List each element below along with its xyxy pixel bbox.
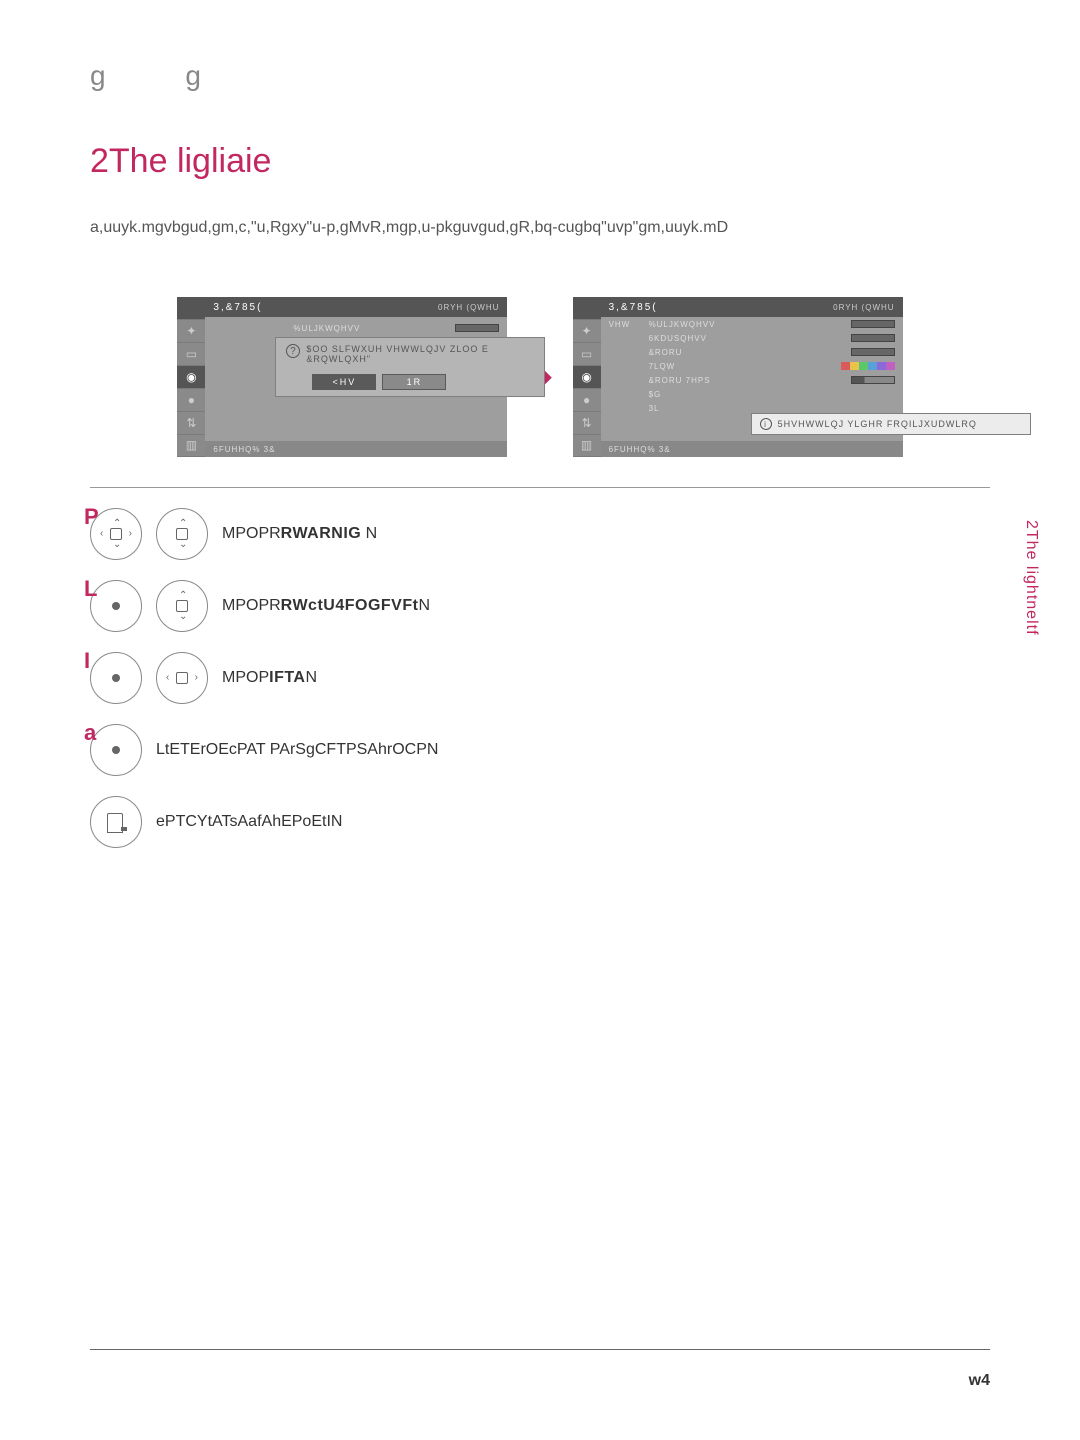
- remote-button: ⌃⌄: [156, 580, 208, 632]
- osd-row: 7LQW: [601, 359, 903, 373]
- osd-row-label: &RORU 7HPS: [649, 376, 749, 385]
- osd-row-label: &RORU: [649, 348, 749, 357]
- slider-bar: [851, 320, 895, 328]
- tint-swatches: [841, 362, 895, 370]
- slider-bar: [851, 348, 895, 356]
- step-row: I‹›MPOPIFTAN: [90, 652, 990, 704]
- section-divider: [90, 487, 990, 488]
- slider-bar: [851, 334, 895, 342]
- top-marker: g g: [90, 60, 990, 92]
- osd-title: 3,&785(: [213, 302, 262, 313]
- dialog-buttons: <HV 1R: [312, 374, 534, 390]
- osd-row: &RORU 7HPS: [601, 373, 903, 387]
- osd-row: 6KDUSQHVV: [601, 331, 903, 345]
- osd-row-label: %ULJKWQHVV: [649, 320, 749, 329]
- osd-row: &RORU: [601, 345, 903, 359]
- sidebar-icon: ◉: [573, 366, 601, 389]
- remote-button: ⌃⌄: [156, 508, 208, 560]
- side-tab-label: 2The lightneltf: [1022, 520, 1040, 636]
- step-text: MPOPRRWctU4FOGFVFtN: [222, 597, 430, 615]
- osd-row: $G: [601, 387, 903, 401]
- osd-title: 3,&785(: [609, 302, 658, 313]
- sidebar-icon: ▥: [177, 435, 205, 458]
- screen-left: ✦ ▭ ◉ ● ⇅ ▥ 3,&785( 0RYH (QWHU %ULJKWQHV…: [177, 297, 507, 457]
- remote-button: ‹›: [156, 652, 208, 704]
- osd-row-label: %ULJKWQHVV: [293, 324, 393, 333]
- remote-button: [90, 580, 142, 632]
- dialog-message: ? $OO SLFWXUH VHWWLQJV ZLOO E &RQWLQXH": [286, 344, 534, 364]
- page-number: w4: [969, 1372, 990, 1390]
- sidebar-icon: ⇅: [573, 412, 601, 435]
- osd-hint: 0RYH (QWHU: [438, 303, 499, 312]
- remote-button: [90, 724, 142, 776]
- sidebar-tab: [177, 297, 205, 320]
- slider-bar: [851, 376, 895, 384]
- menu-sidebar: ✦ ▭ ◉ ● ⇅ ▥: [177, 297, 205, 457]
- sidebar-icon: ▭: [573, 343, 601, 366]
- step-text: ePTCYtATsAafAhEPoEtIN: [156, 813, 342, 831]
- sidebar-icon: ⇅: [177, 412, 205, 435]
- info-icon: i: [760, 418, 772, 430]
- step-text: MPOPRRWARNIG N: [222, 525, 377, 543]
- osd-header: 3,&785( 0RYH (QWHU: [601, 297, 903, 317]
- menu-sidebar: ✦ ▭ ◉ ● ⇅ ▥: [573, 297, 601, 457]
- slider-bar: [455, 324, 499, 332]
- confirm-dialog: ? $OO SLFWXUH VHWWLQJV ZLOO E &RQWLQXH" …: [275, 337, 545, 397]
- tooltip-text: 5HVHWWLQJ YLGHR FRQILJXUDWLRQ: [778, 419, 977, 429]
- screen-body: 3,&785( 0RYH (QWHU %ULJKWQHVV ? $OO SLFW…: [205, 297, 507, 457]
- sidebar-icon: ●: [573, 389, 601, 412]
- sidebar-icon: ✦: [177, 320, 205, 343]
- osd-row-label: 3L: [649, 404, 749, 413]
- osd-row: %ULJKWQHVV: [205, 321, 507, 335]
- screenshot-row: ✦ ▭ ◉ ● ⇅ ▥ 3,&785( 0RYH (QWHU %ULJKWQHV…: [90, 297, 990, 457]
- step-text: MPOPIFTAN: [222, 669, 317, 687]
- osd-footer: 6FUHHQ% 3&: [601, 441, 903, 457]
- screen-right: ✦ ▭ ◉ ● ⇅ ▥ 3,&785( 0RYH (QWHU VHW%ULJKW…: [573, 297, 903, 457]
- step-text: LtETErOEcPAT PArSgCFTPSAhrOCPN: [156, 741, 438, 759]
- remote-button: [90, 652, 142, 704]
- osd-row-label: 6KDUSQHVV: [649, 334, 749, 343]
- osd-row: VHW%ULJKWQHVV: [601, 317, 903, 331]
- step-row: P⌃⌄‹›⌃⌄MPOPRRWARNIG N: [90, 508, 990, 560]
- status-tooltip: i 5HVHWWLQJ YLGHR FRQILJXUDWLRQ: [751, 413, 1031, 435]
- osd-left-label: VHW: [609, 320, 649, 329]
- remote-button: [90, 796, 142, 848]
- yes-button[interactable]: <HV: [312, 374, 376, 390]
- osd-row-label: $G: [649, 390, 749, 399]
- dialog-line2: &RQWLQXH": [306, 354, 371, 364]
- sidebar-icon: ▥: [573, 435, 601, 458]
- step-number: L: [84, 576, 97, 602]
- osd-header: 3,&785( 0RYH (QWHU: [205, 297, 507, 317]
- sidebar-icon: ▭: [177, 343, 205, 366]
- steps-list: P⌃⌄‹›⌃⌄MPOPRRWARNIG NL⌃⌄MPOPRRWctU4FOGFV…: [90, 508, 990, 848]
- step-number: I: [84, 648, 90, 674]
- page-title: 2The ligliaie: [90, 142, 990, 181]
- no-button[interactable]: 1R: [382, 374, 446, 390]
- footer-rule: [90, 1349, 990, 1350]
- sidebar-icon: ●: [177, 389, 205, 412]
- step-number: P: [84, 504, 99, 530]
- question-icon: ?: [286, 344, 300, 358]
- step-number: a: [84, 720, 96, 746]
- sidebar-icon: ✦: [573, 320, 601, 343]
- dialog-line1: $OO SLFWXUH VHWWLQJV ZLOO E: [306, 344, 489, 354]
- osd-hint: 0RYH (QWHU: [833, 303, 894, 312]
- step-row: ePTCYtATsAafAhEPoEtIN: [90, 796, 990, 848]
- sidebar-tab: [573, 297, 601, 320]
- screen-body: 3,&785( 0RYH (QWHU VHW%ULJKWQHVV 6KDUSQHV…: [601, 297, 903, 457]
- osd-row-label: 7LQW: [649, 362, 749, 371]
- step-row: L⌃⌄MPOPRRWctU4FOGFVFtN: [90, 580, 990, 632]
- sidebar-icon: ◉: [177, 366, 205, 389]
- step-row: aLtETErOEcPAT PArSgCFTPSAhrOCPN: [90, 724, 990, 776]
- description-text: a,uuyk.mgvbgud,gm,c,"u,Rgxy"u-p,gMvR,mgp…: [90, 217, 990, 239]
- osd-footer: 6FUHHQ% 3&: [205, 441, 507, 457]
